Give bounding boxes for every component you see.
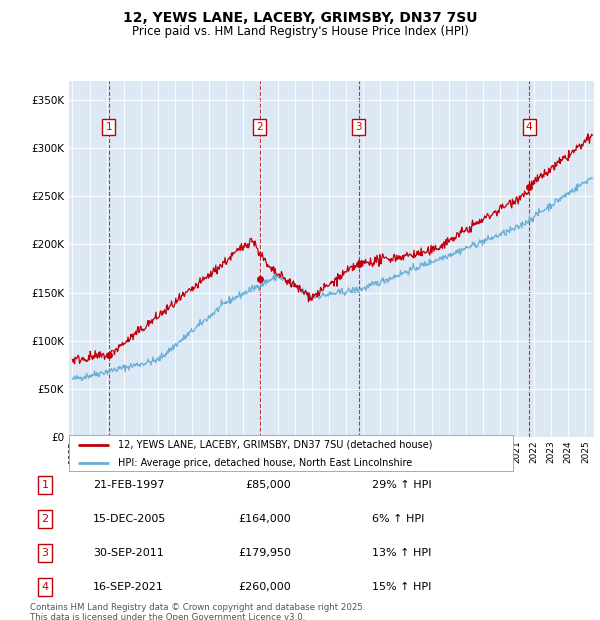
- Text: £179,950: £179,950: [238, 548, 291, 558]
- Text: HPI: Average price, detached house, North East Lincolnshire: HPI: Average price, detached house, Nort…: [118, 458, 412, 468]
- Text: Contains HM Land Registry data © Crown copyright and database right 2025.
This d: Contains HM Land Registry data © Crown c…: [30, 603, 365, 620]
- Text: 12, YEWS LANE, LACEBY, GRIMSBY, DN37 7SU (detached house): 12, YEWS LANE, LACEBY, GRIMSBY, DN37 7SU…: [118, 440, 433, 450]
- Text: 4: 4: [526, 122, 532, 132]
- Text: Price paid vs. HM Land Registry's House Price Index (HPI): Price paid vs. HM Land Registry's House …: [131, 25, 469, 38]
- Text: 15% ↑ HPI: 15% ↑ HPI: [372, 582, 431, 592]
- Text: 4: 4: [41, 582, 49, 592]
- Text: £164,000: £164,000: [238, 514, 291, 524]
- Text: 2: 2: [41, 514, 49, 524]
- Text: 13% ↑ HPI: 13% ↑ HPI: [372, 548, 431, 558]
- Text: 2: 2: [257, 122, 263, 132]
- Text: 6% ↑ HPI: 6% ↑ HPI: [372, 514, 424, 524]
- Text: 21-FEB-1997: 21-FEB-1997: [93, 480, 164, 490]
- Text: 1: 1: [106, 122, 112, 132]
- Text: 3: 3: [41, 548, 49, 558]
- Text: £260,000: £260,000: [238, 582, 291, 592]
- Text: 30-SEP-2011: 30-SEP-2011: [93, 548, 164, 558]
- Text: 15-DEC-2005: 15-DEC-2005: [93, 514, 166, 524]
- Text: 1: 1: [41, 480, 49, 490]
- Text: 29% ↑ HPI: 29% ↑ HPI: [372, 480, 431, 490]
- Text: 12, YEWS LANE, LACEBY, GRIMSBY, DN37 7SU: 12, YEWS LANE, LACEBY, GRIMSBY, DN37 7SU: [123, 11, 477, 25]
- Text: 3: 3: [356, 122, 362, 132]
- Text: £85,000: £85,000: [245, 480, 291, 490]
- Text: 16-SEP-2021: 16-SEP-2021: [93, 582, 164, 592]
